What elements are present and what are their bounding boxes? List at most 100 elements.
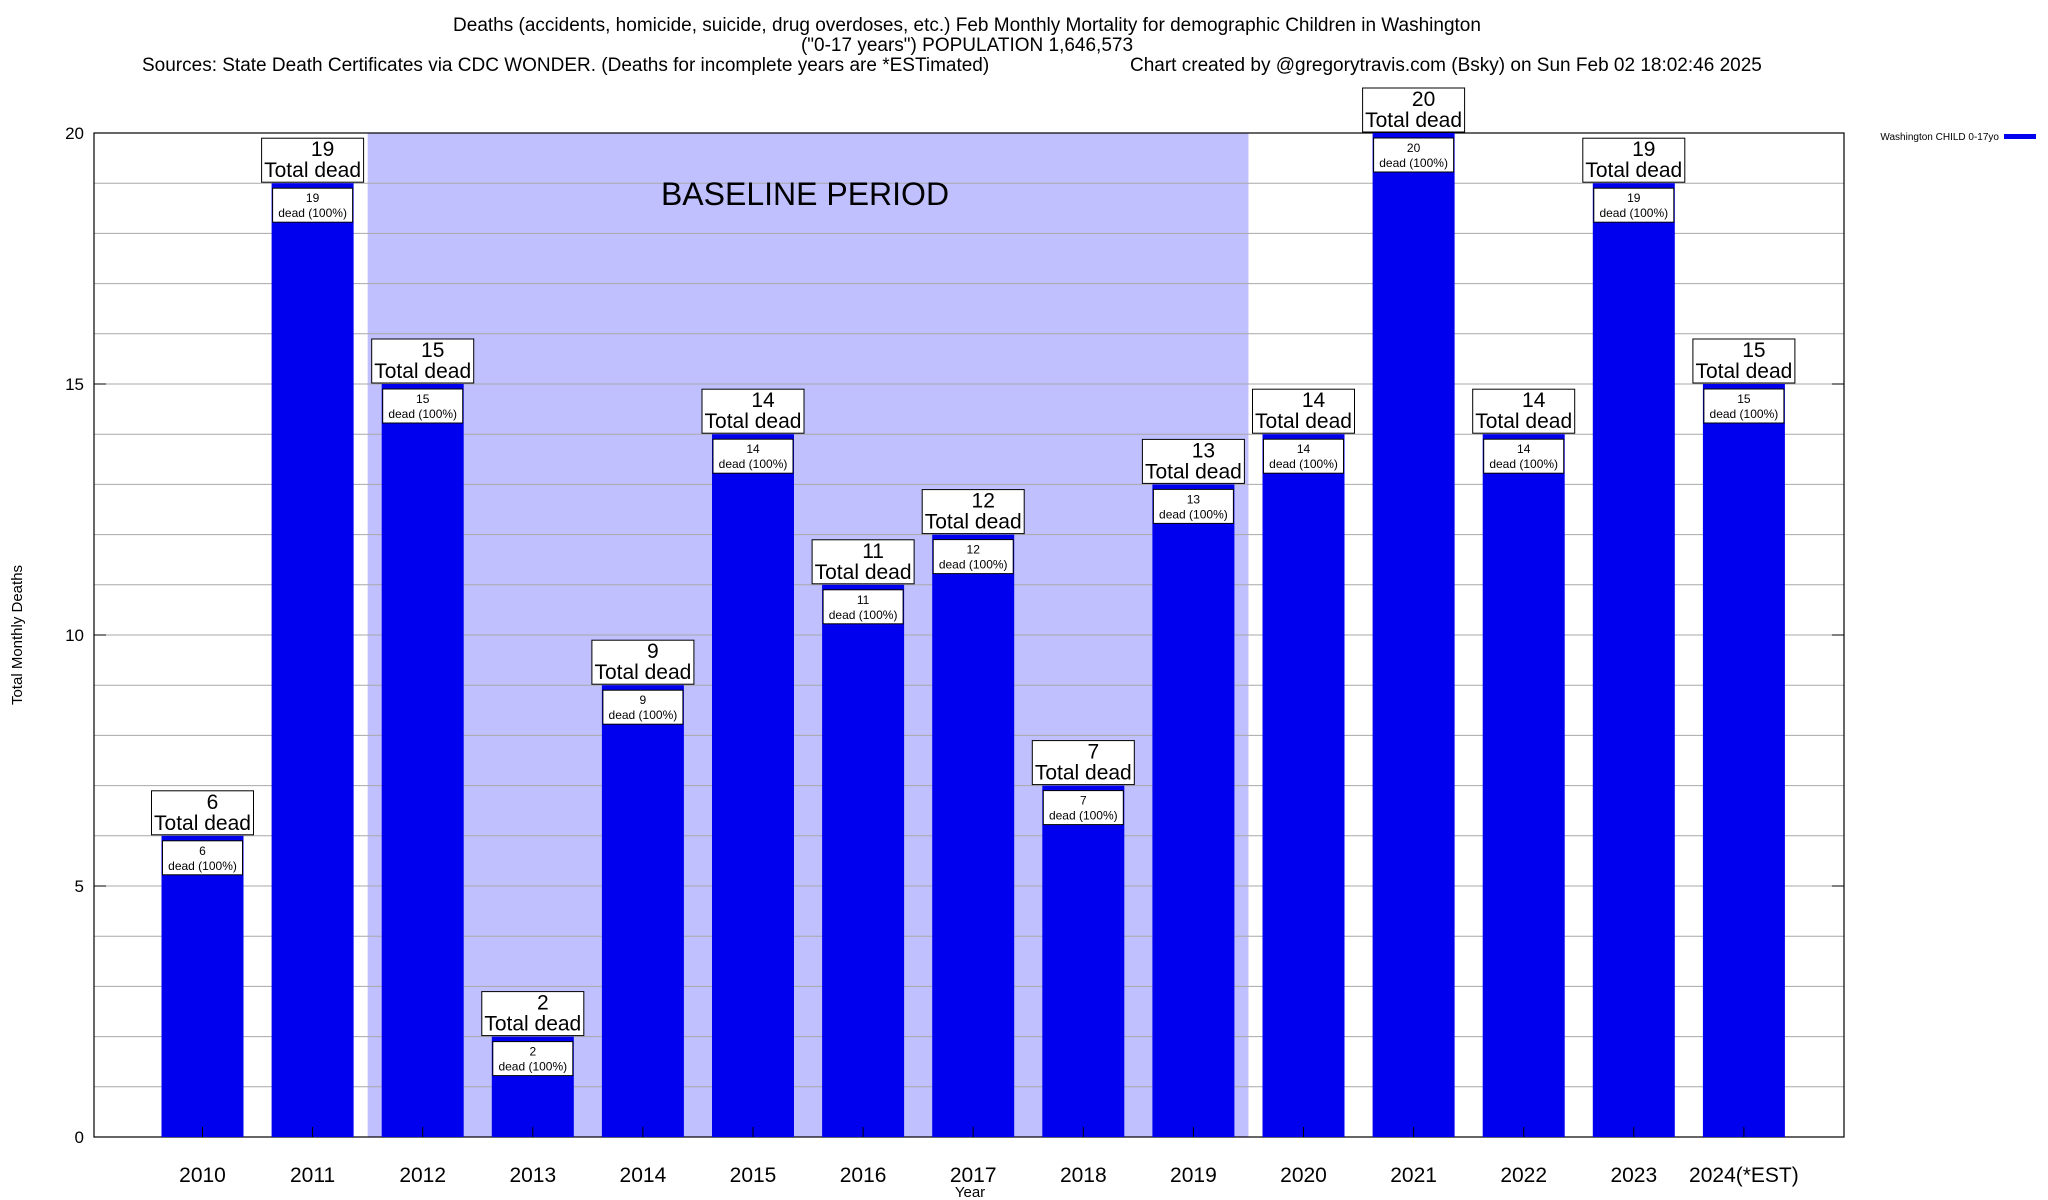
total-label-box xyxy=(1472,388,1576,434)
sources-text: Sources: State Death Certificates via CD… xyxy=(142,55,989,76)
total-label-value: 7 xyxy=(1087,741,1099,764)
total-label-box xyxy=(1362,87,1466,133)
inner-label-value: 9 xyxy=(640,693,647,707)
x-tick-label-2020: 2020 xyxy=(1280,1164,1327,1187)
inner-label-text: dead (100%) xyxy=(1489,457,1558,471)
inner-label-text: dead (100%) xyxy=(1049,809,1118,823)
inner-label-box xyxy=(822,589,904,625)
x-tick-label-2022: 2022 xyxy=(1500,1164,1547,1187)
inner-label-value: 19 xyxy=(306,191,320,205)
total-label-box xyxy=(701,388,805,434)
total-label-text: Total dead xyxy=(705,410,802,433)
total-label-value: 14 xyxy=(1302,389,1326,412)
total-label-box xyxy=(151,790,254,836)
chart-title-line-2: ("0-17 years") POPULATION 1,646,573 xyxy=(801,35,1133,56)
inner-label-box xyxy=(1042,790,1124,826)
total-label-box xyxy=(811,539,915,585)
total-label-text: Total dead xyxy=(594,661,691,684)
chart-title-line-1: Deaths (accidents, homicide, suicide, dr… xyxy=(453,15,1481,36)
y-tick-label: 10 xyxy=(65,626,84,645)
inner-label-value: 2 xyxy=(529,1045,536,1059)
total-label-value: 2 xyxy=(537,992,549,1015)
y-axis-label: Total Monthly Deaths xyxy=(9,565,26,705)
bar-2018 xyxy=(1042,785,1125,1137)
total-label-value: 19 xyxy=(311,138,334,161)
x-tick-label-2017: 2017 xyxy=(950,1164,997,1187)
total-label-text: Total dead xyxy=(484,1013,581,1036)
total-label-box xyxy=(261,137,365,183)
total-label-text: Total dead xyxy=(1585,159,1682,182)
x-tick-label-2015: 2015 xyxy=(730,1164,777,1187)
inner-label-text: dead (100%) xyxy=(1379,156,1448,170)
total-label-text: Total dead xyxy=(1145,460,1242,483)
x-tick-label-2014: 2014 xyxy=(620,1164,667,1187)
total-label-value: 15 xyxy=(1742,339,1765,362)
inner-label-text: dead (100%) xyxy=(1269,457,1338,471)
inner-label-text: dead (100%) xyxy=(278,206,347,220)
inner-label-text: dead (100%) xyxy=(609,708,678,722)
total-label-box xyxy=(1582,137,1686,183)
total-label-text: Total dead xyxy=(1255,410,1352,433)
total-label-box xyxy=(591,639,695,685)
y-tick-label: 0 xyxy=(75,1128,84,1147)
total-label-value: 9 xyxy=(647,640,659,663)
total-label-value: 11 xyxy=(862,540,884,563)
inner-label-value: 20 xyxy=(1407,141,1421,155)
inner-label-box xyxy=(1373,137,1455,173)
inner-label-text: dead (100%) xyxy=(168,859,237,873)
bar-2014 xyxy=(601,685,684,1137)
x-tick-label-2023: 2023 xyxy=(1610,1164,1657,1187)
legend-entry-swatch xyxy=(2004,134,2036,139)
inner-label-value: 13 xyxy=(1187,492,1201,506)
credit-text: Chart created by @gregorytravis.com (Bsk… xyxy=(1130,55,1762,76)
baseline-label: BASELINE PERIOD xyxy=(661,176,949,212)
x-tick-label-2024-est: 2024(*EST) xyxy=(1689,1164,1799,1187)
inner-label-box xyxy=(602,689,684,725)
total-label-value: 13 xyxy=(1192,439,1215,462)
x-tick-label-2012: 2012 xyxy=(399,1164,446,1187)
bar-2017 xyxy=(932,534,1015,1137)
bar-2024-est xyxy=(1702,384,1785,1137)
inner-label-box xyxy=(272,187,354,223)
x-tick-label-2016: 2016 xyxy=(840,1164,887,1187)
inner-label-text: dead (100%) xyxy=(719,457,788,471)
total-label-value: 12 xyxy=(972,490,995,513)
x-tick-label-2011: 2011 xyxy=(290,1164,335,1187)
total-label-text: Total dead xyxy=(815,561,912,584)
bar-2019 xyxy=(1152,484,1235,1137)
total-label-box xyxy=(481,991,585,1037)
inner-label-value: 14 xyxy=(746,442,760,456)
x-tick-label-2010: 2010 xyxy=(179,1164,226,1187)
bar-2023 xyxy=(1592,183,1675,1137)
y-tick-label: 20 xyxy=(65,124,84,143)
total-label-box xyxy=(1031,740,1135,786)
total-label-box xyxy=(1141,438,1245,484)
legend-entry-label: Washington CHILD 0-17yo xyxy=(1880,132,1999,143)
inner-label-box xyxy=(382,388,464,424)
inner-label-value: 15 xyxy=(416,392,430,406)
total-label-text: Total dead xyxy=(1695,360,1792,383)
total-label-value: 14 xyxy=(1522,389,1546,412)
inner-label-text: dead (100%) xyxy=(939,558,1008,572)
inner-label-box xyxy=(932,539,1014,575)
inner-label-box xyxy=(1703,388,1785,424)
total-label-text: Total dead xyxy=(1035,762,1132,785)
inner-label-box xyxy=(492,1041,574,1077)
inner-label-box xyxy=(1263,438,1344,474)
inner-label-box xyxy=(712,438,794,474)
bar-2021 xyxy=(1372,133,1455,1137)
inner-label-value: 6 xyxy=(199,844,206,858)
bar-2022 xyxy=(1482,434,1565,1137)
total-label-text: Total dead xyxy=(925,511,1022,534)
legend: Washington CHILD 0-17yo xyxy=(1880,132,2036,143)
total-label-value: 19 xyxy=(1632,138,1655,161)
x-tick-label-2013: 2013 xyxy=(509,1164,556,1187)
inner-label-text: dead (100%) xyxy=(829,608,898,622)
total-label-text: Total dead xyxy=(374,360,471,383)
total-label-text: Total dead xyxy=(264,159,361,182)
bar-2012 xyxy=(381,384,464,1137)
total-label-value: 15 xyxy=(421,339,444,362)
total-label-text: Total dead xyxy=(1475,410,1572,433)
inner-label-value: 12 xyxy=(967,543,981,557)
